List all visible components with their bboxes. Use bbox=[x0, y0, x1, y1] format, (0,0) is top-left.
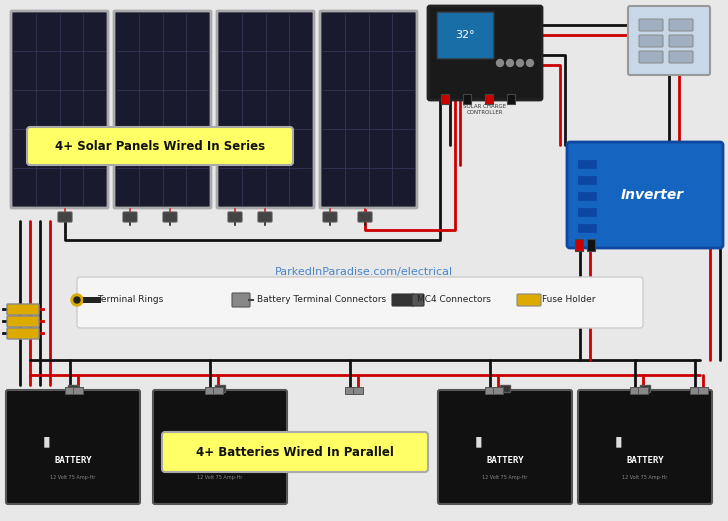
FancyBboxPatch shape bbox=[6, 390, 140, 504]
Bar bbox=[463, 94, 471, 104]
FancyBboxPatch shape bbox=[412, 294, 424, 306]
Text: ▮: ▮ bbox=[43, 435, 51, 449]
Text: BATTERY: BATTERY bbox=[54, 456, 92, 465]
FancyBboxPatch shape bbox=[232, 293, 250, 307]
FancyBboxPatch shape bbox=[438, 390, 572, 504]
FancyBboxPatch shape bbox=[578, 390, 712, 504]
Text: ParkedInParadise.com/electrical: ParkedInParadise.com/electrical bbox=[275, 267, 453, 277]
FancyBboxPatch shape bbox=[58, 212, 72, 222]
Circle shape bbox=[507, 59, 513, 67]
Bar bbox=[638, 387, 648, 393]
Text: SOLAR CHARGE
CONTROLLER: SOLAR CHARGE CONTROLLER bbox=[464, 104, 507, 115]
Bar bbox=[640, 386, 650, 392]
Bar bbox=[441, 94, 449, 104]
Circle shape bbox=[496, 59, 504, 67]
Text: Battery Terminal Connectors: Battery Terminal Connectors bbox=[257, 295, 386, 304]
Text: BATTERY: BATTERY bbox=[486, 456, 524, 465]
Bar bbox=[73, 387, 83, 393]
FancyBboxPatch shape bbox=[27, 127, 293, 165]
FancyBboxPatch shape bbox=[114, 11, 211, 208]
Bar bbox=[578, 160, 596, 168]
Text: ▮: ▮ bbox=[615, 435, 623, 449]
Circle shape bbox=[516, 59, 523, 67]
Text: 4+ Batteries Wired In Parallel: 4+ Batteries Wired In Parallel bbox=[196, 445, 394, 458]
Bar bbox=[65, 387, 75, 393]
FancyBboxPatch shape bbox=[123, 212, 137, 222]
Bar bbox=[578, 208, 596, 216]
FancyBboxPatch shape bbox=[7, 328, 39, 339]
Text: BATTERY: BATTERY bbox=[626, 456, 664, 465]
Bar bbox=[587, 239, 595, 251]
Text: 12 Volt 75 Amp-Hr: 12 Volt 75 Amp-Hr bbox=[197, 475, 242, 480]
Text: 12 Volt 75 Amp-Hr: 12 Volt 75 Amp-Hr bbox=[483, 475, 528, 480]
FancyBboxPatch shape bbox=[163, 212, 177, 222]
Bar bbox=[215, 386, 225, 392]
Circle shape bbox=[526, 59, 534, 67]
FancyBboxPatch shape bbox=[628, 6, 710, 75]
FancyBboxPatch shape bbox=[217, 11, 314, 208]
FancyBboxPatch shape bbox=[437, 12, 494, 59]
Text: ▮: ▮ bbox=[475, 435, 483, 449]
FancyBboxPatch shape bbox=[639, 35, 663, 47]
Bar bbox=[205, 387, 215, 393]
Text: Fuse Holder: Fuse Holder bbox=[542, 295, 596, 304]
FancyBboxPatch shape bbox=[517, 294, 541, 306]
Text: 12 Volt 75 Amp-Hr: 12 Volt 75 Amp-Hr bbox=[50, 475, 95, 480]
FancyBboxPatch shape bbox=[228, 212, 242, 222]
Bar bbox=[690, 387, 700, 393]
Text: Terminal Rings: Terminal Rings bbox=[97, 295, 163, 304]
FancyBboxPatch shape bbox=[7, 304, 39, 315]
Bar bbox=[578, 176, 596, 184]
Circle shape bbox=[71, 294, 83, 306]
Bar bbox=[213, 387, 223, 393]
Text: 32°: 32° bbox=[455, 30, 475, 40]
Text: BATTERY: BATTERY bbox=[201, 456, 239, 465]
Bar bbox=[485, 94, 493, 104]
FancyBboxPatch shape bbox=[358, 212, 372, 222]
Bar bbox=[83, 297, 101, 303]
Bar bbox=[630, 387, 640, 393]
Bar bbox=[68, 386, 78, 392]
FancyBboxPatch shape bbox=[392, 294, 414, 306]
FancyBboxPatch shape bbox=[669, 51, 693, 63]
Bar bbox=[345, 387, 355, 393]
FancyBboxPatch shape bbox=[669, 19, 693, 31]
Text: 4+ Solar Panels Wired In Series: 4+ Solar Panels Wired In Series bbox=[55, 140, 265, 153]
FancyBboxPatch shape bbox=[258, 212, 272, 222]
Bar bbox=[507, 94, 515, 104]
FancyBboxPatch shape bbox=[639, 19, 663, 31]
Bar bbox=[500, 386, 510, 392]
Text: ▮: ▮ bbox=[190, 435, 198, 449]
FancyBboxPatch shape bbox=[567, 142, 723, 248]
Bar bbox=[575, 239, 583, 251]
Text: 12 Volt 75 Amp-Hr: 12 Volt 75 Amp-Hr bbox=[622, 475, 668, 480]
FancyBboxPatch shape bbox=[669, 35, 693, 47]
Bar bbox=[698, 387, 708, 393]
FancyBboxPatch shape bbox=[77, 277, 643, 328]
Text: MC4 Connectors: MC4 Connectors bbox=[417, 295, 491, 304]
FancyBboxPatch shape bbox=[153, 390, 287, 504]
Bar bbox=[485, 387, 495, 393]
FancyBboxPatch shape bbox=[11, 11, 108, 208]
FancyBboxPatch shape bbox=[162, 432, 428, 472]
FancyBboxPatch shape bbox=[323, 212, 337, 222]
Bar bbox=[578, 192, 596, 200]
FancyBboxPatch shape bbox=[428, 6, 542, 100]
FancyBboxPatch shape bbox=[320, 11, 417, 208]
Bar bbox=[353, 387, 363, 393]
FancyBboxPatch shape bbox=[7, 316, 39, 327]
Circle shape bbox=[74, 297, 80, 303]
Text: Inverter: Inverter bbox=[621, 188, 684, 202]
Bar bbox=[493, 387, 503, 393]
FancyBboxPatch shape bbox=[639, 51, 663, 63]
Bar bbox=[578, 224, 596, 232]
